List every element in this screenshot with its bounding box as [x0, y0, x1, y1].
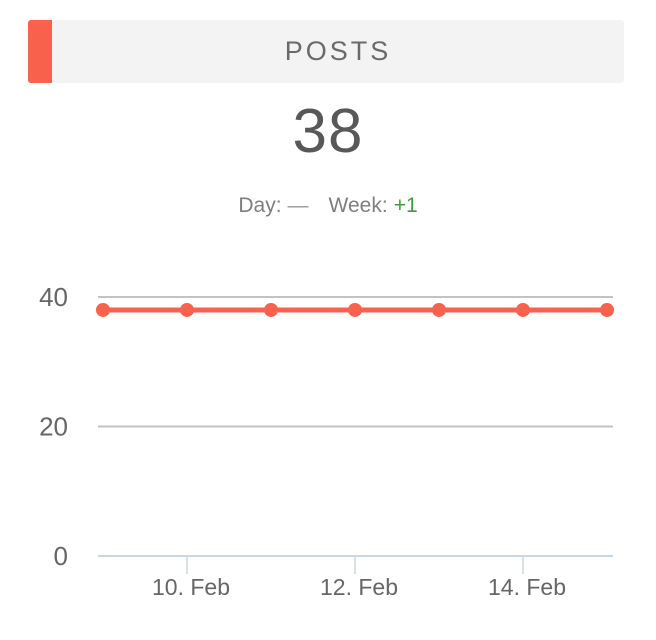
y-axis-label: 0	[54, 541, 68, 571]
data-point[interactable]	[432, 302, 446, 317]
data-point[interactable]	[348, 302, 362, 317]
data-point[interactable]	[96, 302, 110, 317]
card-header: POSTS	[28, 20, 624, 83]
data-point[interactable]	[264, 302, 278, 317]
data-point[interactable]	[180, 302, 194, 317]
x-axis-label: 14. Feb	[488, 574, 566, 600]
day-delta-value: —	[287, 194, 309, 217]
card-title: POSTS	[284, 36, 392, 66]
x-axis-label: 12. Feb	[320, 574, 398, 600]
data-point[interactable]	[516, 302, 530, 317]
stat-value: 38	[292, 97, 364, 166]
accent-bar	[28, 20, 52, 83]
week-delta-value: +1	[393, 194, 418, 217]
week-delta-label: Week:	[328, 194, 388, 217]
day-delta-label: Day:	[238, 194, 282, 217]
data-point[interactable]	[600, 302, 614, 317]
x-axis-label: 10. Feb	[152, 574, 230, 600]
delta-row: Day: — Week: +1	[0, 193, 656, 219]
y-axis-label: 20	[39, 412, 68, 442]
posts-line-chart: 0 20 40 10. Feb 12. Feb 14. Feb	[39, 282, 614, 600]
y-axis-label: 40	[39, 282, 68, 312]
